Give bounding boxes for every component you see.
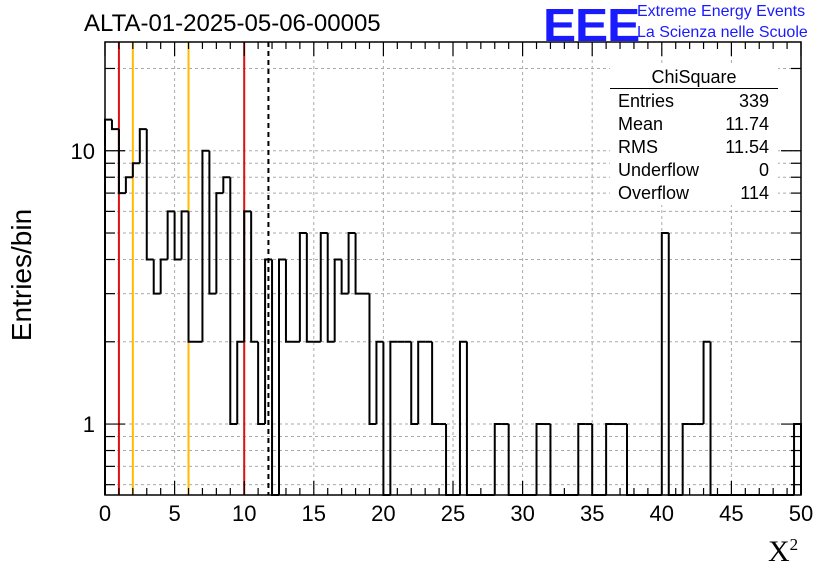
x-tick-label: 25	[441, 501, 465, 526]
stats-value: 114	[740, 183, 769, 203]
histogram-bar	[382, 341, 391, 496]
histogram-bar	[667, 233, 676, 496]
histogram-bar	[264, 258, 273, 425]
x-tick-label: 0	[99, 501, 111, 526]
stats-row-underflow: Underflow 0	[610, 159, 778, 182]
eee-logo: EEE	[543, 0, 640, 51]
histogram-bar	[131, 162, 140, 178]
histogram-bar	[458, 340, 467, 495]
stats-label: Overflow	[618, 183, 690, 203]
histogram-bar	[104, 118, 112, 495]
stats-label: Mean	[618, 114, 664, 134]
histogram-bar	[577, 423, 586, 495]
stats-value: 339	[738, 91, 769, 111]
histogram-bar	[145, 129, 154, 261]
histogram-bar	[709, 341, 718, 496]
histogram-bar	[138, 128, 147, 164]
histogram-bar	[605, 423, 614, 495]
histogram-bar	[333, 258, 342, 342]
stats-row-rms: RMS 11.54	[610, 136, 778, 159]
y-tick-label: 10	[71, 139, 95, 164]
x-tick-label: 35	[580, 501, 604, 526]
x-tick-label: 5	[168, 501, 180, 526]
stats-label: Entries	[618, 91, 675, 111]
histogram-bar	[166, 210, 175, 260]
histogram-bar	[229, 177, 238, 426]
histogram-bar	[375, 340, 384, 425]
stats-label: Underflow	[618, 160, 700, 180]
histogram-bar	[298, 232, 307, 342]
histogram-bar	[354, 233, 363, 295]
histogram-bar	[326, 233, 335, 343]
stats-row-mean: Mean 11.74	[610, 113, 778, 136]
histogram-bar	[431, 341, 440, 426]
x-tick-label: 30	[510, 501, 534, 526]
histogram-bar	[152, 259, 161, 295]
histogram-bar	[368, 293, 377, 426]
x-tick-label: 15	[302, 501, 326, 526]
histogram-bar	[284, 259, 293, 343]
histogram-bar	[702, 340, 711, 425]
stats-value: 0	[758, 160, 769, 180]
histogram-bar	[278, 258, 286, 495]
histogram-bar	[117, 129, 126, 195]
histogram-bar	[180, 210, 189, 260]
histogram-bar	[410, 341, 419, 426]
histogram-bar	[389, 340, 398, 495]
histogram-bar	[417, 340, 426, 425]
chart-title: ALTA-01-2025-05-06-00005	[84, 10, 381, 37]
histogram-bar	[465, 341, 474, 496]
x-tick-label: 45	[719, 501, 743, 526]
histogram-bar	[173, 211, 182, 261]
x-tick-label: 40	[650, 501, 674, 526]
x-tick-label: 10	[232, 501, 256, 526]
histogram-bar	[347, 232, 356, 294]
y-tick-label: 1	[83, 412, 95, 437]
histogram-bar	[257, 341, 266, 426]
histogram-bar	[201, 149, 210, 342]
histogram-bar	[110, 119, 119, 131]
histogram-bar	[222, 176, 231, 194]
histogram-bar	[305, 233, 314, 343]
stats-value: 11.54	[725, 137, 769, 157]
stats-title: ChiSquare	[610, 66, 778, 89]
y-axis-label: Entries/bin	[6, 208, 37, 342]
stats-label: RMS	[618, 137, 658, 157]
histogram-bar	[493, 423, 502, 495]
stats-row-entries: Entries 339	[610, 90, 778, 113]
histogram-bar	[660, 232, 669, 495]
histogram-bar	[271, 259, 279, 496]
histogram-bar	[187, 211, 196, 343]
histogram-bar	[159, 258, 168, 294]
stats-value: 11.74	[725, 114, 769, 134]
histogram-bar	[236, 340, 245, 425]
histogram-bar	[250, 211, 259, 343]
x-axis-label: X2	[768, 535, 799, 568]
histogram-bar	[340, 259, 349, 295]
histogram-bar	[319, 232, 328, 342]
histogram-bar	[243, 210, 252, 342]
histogram-bar	[681, 423, 690, 495]
histogram-bar	[208, 150, 217, 295]
x-tick-label: 20	[371, 501, 395, 526]
histogram-bar	[124, 176, 133, 194]
stats-row-overflow: Overflow 114	[610, 182, 778, 205]
histogram-bar	[535, 423, 544, 495]
logo-tagline-2: La Scienza nelle Scuole	[637, 24, 808, 41]
stats-box: ChiSquare Entries 339 Mean 11.74 RMS 11.…	[610, 66, 778, 205]
x-tick-label: 50	[789, 501, 813, 526]
logo-tagline-1: Extreme Energy Events	[637, 3, 806, 20]
histogram-bar	[215, 192, 224, 294]
